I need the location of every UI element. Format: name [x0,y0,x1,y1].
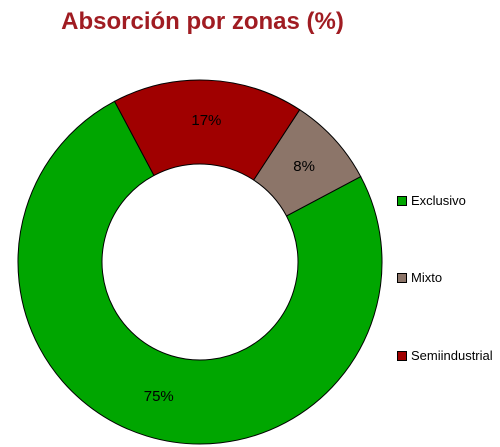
donut-slice-labels: 75% 8% 17% [144,112,315,405]
slice-semiindustrial [113,79,301,181]
donut-slices [17,79,383,445]
slice-label-mixto: 8% [293,158,315,175]
legend-swatch-exclusivo [397,195,407,206]
legend-swatch-semiindustrial [397,350,407,361]
legend-label-exclusivo: Exclusivo [411,193,466,208]
legend-label-mixto: Mixto [411,270,443,285]
slice-label-semiindustrial: 17% [191,112,221,129]
legend-item-semiindustrial: Semiindustrial [397,348,493,363]
legend-label-semiindustrial: Semiindustrial [411,348,493,363]
legend-swatch-mixto [397,272,407,283]
slice-label-exclusivo: 75% [144,388,174,405]
legend-item-mixto: Mixto [397,270,442,285]
slice-exclusivo [17,100,383,445]
chart-legend: Exclusivo Mixto Semiindustrial [395,0,500,447]
chart-title: Absorción por zonas (%) [61,8,344,35]
legend-item-exclusivo: Exclusivo [397,193,466,208]
